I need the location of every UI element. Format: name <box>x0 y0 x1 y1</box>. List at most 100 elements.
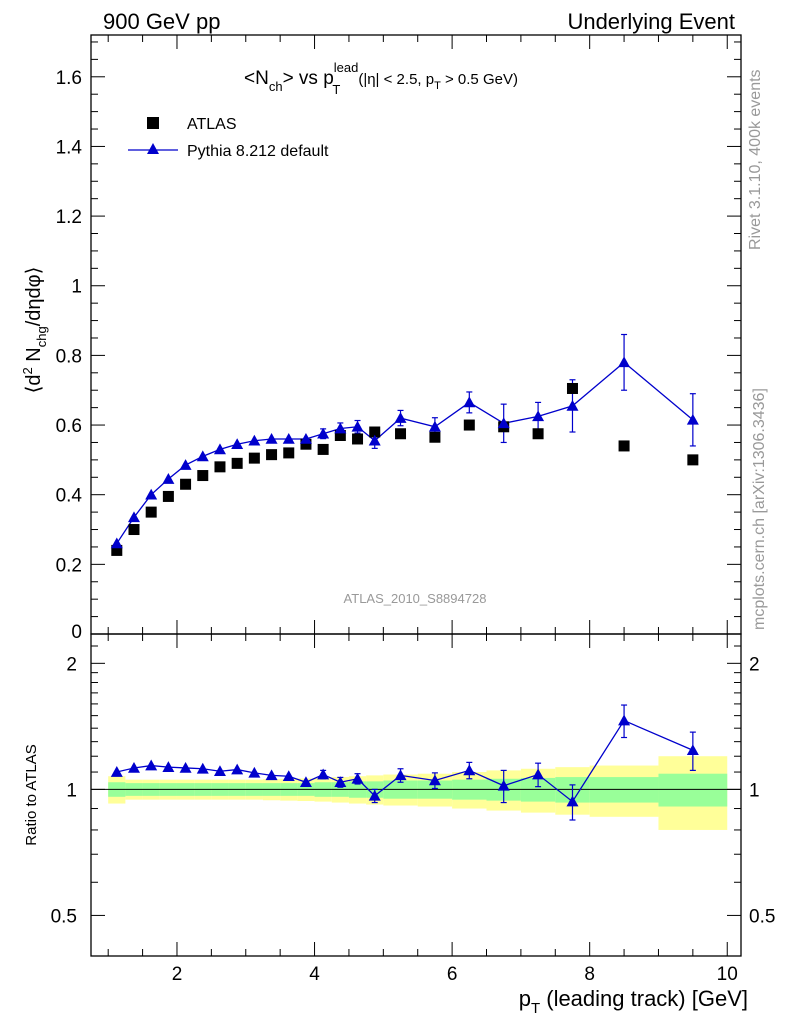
ratio-point <box>334 776 347 788</box>
ratio-point <box>145 759 158 771</box>
x-tick-label: 10 <box>717 964 738 985</box>
atlas-point <box>300 438 312 450</box>
ratio-point <box>299 776 312 788</box>
legend-pythia-label: Pythia 8.212 default <box>187 143 329 160</box>
analysis-watermark: ATLAS_2010_S8894728 <box>344 591 487 606</box>
ratio-point <box>532 768 545 780</box>
atlas-point <box>618 440 630 452</box>
atlas-point <box>369 426 381 438</box>
ratio-point <box>196 762 209 774</box>
atlas-point <box>197 470 209 482</box>
pythia-point <box>686 413 699 425</box>
pythia-point <box>497 417 510 429</box>
pythia-point <box>231 438 244 450</box>
pythia-point <box>127 511 140 523</box>
pythia-point <box>110 537 123 549</box>
ratio-y-tick-label: 1 <box>66 780 77 801</box>
x-tick-label: 4 <box>309 964 320 985</box>
pythia-point <box>463 396 476 408</box>
ratio-panel-axes: 2 4 6 8 10 0.5 0.5 1 1 2 2 <box>51 633 775 985</box>
ratio-point <box>686 744 699 756</box>
main-y-tick-label: 0.8 <box>56 346 82 367</box>
pythia-point <box>368 434 381 446</box>
atlas-point <box>145 506 157 518</box>
ratio-point <box>351 772 364 784</box>
atlas-point <box>111 544 123 556</box>
x-tick-label: 2 <box>172 964 183 985</box>
pythia-point <box>317 427 330 439</box>
pythia-point <box>394 412 407 423</box>
mcplots-info: mcplots.cern.ch [arXiv:1306.3436] <box>751 388 768 630</box>
ratio-point <box>127 761 140 773</box>
ratio-point <box>110 766 123 777</box>
legend-atlas-marker <box>147 117 159 129</box>
atlas-point <box>395 428 407 440</box>
header-right: Underlying Event <box>567 9 735 34</box>
atlas-point <box>334 429 346 441</box>
main-y-tick-label: 1.2 <box>56 207 82 228</box>
pythia-point <box>196 450 209 462</box>
main-panel-data <box>110 333 699 556</box>
ratio-panel-data <box>110 704 699 821</box>
atlas-point <box>317 443 329 455</box>
x-tick-label: 6 <box>447 964 458 985</box>
pythia-point <box>299 432 312 444</box>
x-axis-label: pT (leading track) [GeV] <box>519 986 748 1017</box>
main-y-tick-label: 0.4 <box>56 486 83 507</box>
pythia-point <box>618 356 631 368</box>
main-title: <Nch> vs plead T(|η| < 2.5, pT > 0.5 GeV) <box>244 60 518 97</box>
ratio-point <box>317 768 330 780</box>
ratio-point <box>265 769 278 781</box>
x-tick-label: 8 <box>584 964 595 985</box>
main-y-tick-label: 0.6 <box>56 416 82 437</box>
ratio-y-tick-label-right: 2 <box>749 654 760 675</box>
atlas-point <box>180 478 192 490</box>
legend-atlas-label: ATLAS <box>187 116 237 133</box>
ratio-point <box>618 714 631 726</box>
main-panel-axes: 0 0.2 0.4 0.6 0.8 1 1.2 1.4 1.6 <box>56 34 742 643</box>
pythia-point <box>334 422 347 434</box>
pythia-point <box>179 459 192 470</box>
pythia-point <box>351 420 364 432</box>
pythia-point <box>428 420 441 432</box>
ratio-point <box>368 789 381 801</box>
stat-band-segment <box>658 773 728 807</box>
atlas-point <box>283 447 295 459</box>
ratio-point <box>428 774 441 786</box>
atlas-point <box>532 428 544 440</box>
atlas-point <box>248 452 260 464</box>
pythia-point <box>145 488 158 500</box>
header-left: 900 GeV pp <box>103 9 220 34</box>
atlas-point <box>687 454 699 466</box>
ratio-point <box>282 770 295 782</box>
pythia-point <box>282 432 295 444</box>
ratio-point <box>394 769 407 781</box>
atlas-point <box>231 457 243 469</box>
atlas-point <box>162 490 174 502</box>
main-y-tick-label: 1 <box>71 277 82 298</box>
legend-pythia-marker <box>147 143 159 154</box>
ratio-y-tick-label-right: 0.5 <box>749 906 775 927</box>
atlas-point <box>214 461 226 473</box>
atlas-point <box>463 419 475 431</box>
main-y-tick-label: 1.4 <box>56 137 83 158</box>
legend: ATLAS Pythia 8.212 default <box>128 116 329 160</box>
main-y-tick-label: 0 <box>71 622 82 643</box>
ratio-y-tick-label: 0.5 <box>51 906 77 927</box>
ratio-y-tick-label-right: 1 <box>749 780 760 801</box>
main-y-axis-label: ⟨d2 Nchg/dηdφ⟩ <box>20 267 49 394</box>
pythia-point <box>532 410 545 422</box>
ratio-point <box>162 761 175 772</box>
ratio-point <box>463 764 476 776</box>
atlas-point <box>352 433 364 445</box>
ratio-point <box>248 766 261 778</box>
atlas-point <box>128 524 140 536</box>
pythia-point <box>213 443 226 455</box>
ratio-point <box>566 795 579 807</box>
pythia-point <box>248 434 261 446</box>
ratio-y-tick-label: 2 <box>66 654 77 675</box>
ratio-point <box>231 763 244 775</box>
pythia-point <box>566 399 579 411</box>
ratio-frame <box>90 633 742 957</box>
